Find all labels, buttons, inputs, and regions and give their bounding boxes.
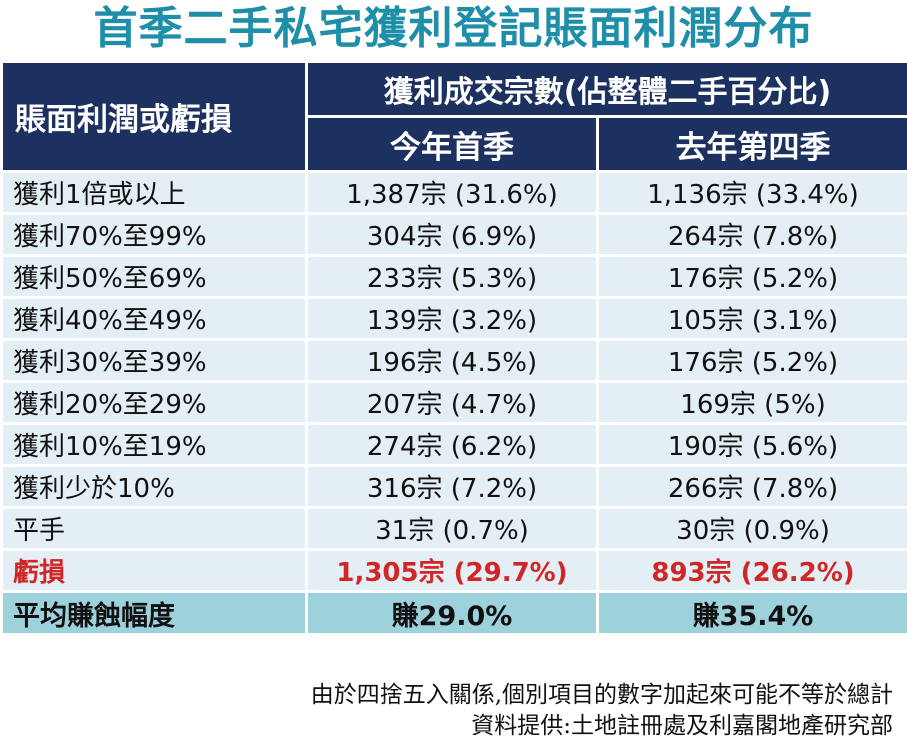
table-row: 獲利30%至39% 196宗 (4.5%) 176宗 (5.2%) (0, 338, 907, 383)
this-quarter-value: 31宗 (0.7%) (305, 506, 599, 551)
table-row: 獲利50%至69% 233宗 (5.3%) 176宗 (5.2%) (0, 254, 907, 299)
loss-row: 虧損 1,305宗 (29.7%) 893宗 (26.2%) (0, 548, 907, 593)
this-quarter-value: 1,305宗 (29.7%) (305, 548, 599, 593)
rounding-note: 由於四捨五入關係,個別項目的數字加起來可能不等於總計 (310, 682, 893, 708)
page-title: 首季二手私宅獲利登記賬面利潤分布 (93, 3, 814, 54)
last-quarter-value: 266宗 (7.8%) (595, 464, 907, 509)
table-row: 獲利40%至49% 139宗 (3.2%) 105宗 (3.1%) (0, 296, 907, 341)
last-quarter-value: 1,136宗 (33.4%) (595, 170, 907, 215)
profit-distribution-table: 賬面利潤或虧損 獲利成交宗數(佔整體二手百分比) 今年首季 去年第四季 獲利1倍… (0, 60, 907, 636)
this-quarter-value: 1,387宗 (31.6%) (305, 170, 599, 215)
header-group-label: 獲利成交宗數(佔整體二手百分比) (304, 60, 907, 118)
last-quarter-value: 176宗 (5.2%) (595, 338, 907, 383)
table-row: 獲利1倍或以上 1,387宗 (31.6%) 1,136宗 (33.4%) (0, 170, 907, 215)
source-note: 資料提供:土地註冊處及利嘉閣地產研究部 (471, 713, 893, 739)
last-quarter-value: 190宗 (5.6%) (595, 422, 907, 467)
this-quarter-value: 304宗 (6.9%) (305, 212, 599, 257)
table-row: 獲利20%至29% 207宗 (4.7%) 169宗 (5%) (0, 380, 907, 425)
this-quarter-value: 196宗 (4.5%) (305, 338, 599, 383)
table-row: 平手 31宗 (0.7%) 30宗 (0.9%) (0, 506, 907, 551)
last-quarter-value: 176宗 (5.2%) (595, 254, 907, 299)
row-label: 平均賺蝕幅度 (0, 590, 308, 636)
row-label: 獲利30%至39% (0, 338, 308, 383)
this-quarter-value: 233宗 (5.3%) (305, 254, 599, 299)
this-quarter-value: 207宗 (4.7%) (305, 380, 599, 425)
this-quarter-value: 316宗 (7.2%) (305, 464, 599, 509)
table-row: 獲利少於10% 316宗 (7.2%) 266宗 (7.8%) (0, 464, 907, 509)
last-quarter-value: 30宗 (0.9%) (595, 506, 907, 551)
row-label: 獲利40%至49% (0, 296, 308, 341)
table-row: 獲利70%至99% 304宗 (6.9%) 264宗 (7.8%) (0, 212, 907, 257)
last-quarter-value: 264宗 (7.8%) (595, 212, 907, 257)
table-row: 獲利10%至19% 274宗 (6.2%) 190宗 (5.6%) (0, 422, 907, 467)
header-row-label: 賬面利潤或虧損 (0, 60, 308, 173)
average-margin-row: 平均賺蝕幅度 賺29.0% 賺35.4% (0, 590, 907, 636)
row-label: 獲利20%至29% (0, 380, 308, 425)
row-label: 獲利10%至19% (0, 422, 308, 467)
header-col-this-quarter: 今年首季 (305, 115, 599, 173)
footnotes: 由於四捨五入關係,個別項目的數字加起來可能不等於總計 資料提供:土地註冊處及利嘉… (311, 680, 893, 742)
row-label: 獲利少於10% (0, 464, 308, 509)
last-quarter-value: 賺35.4% (595, 590, 907, 636)
last-quarter-value: 893宗 (26.2%) (595, 548, 907, 593)
this-quarter-value: 139宗 (3.2%) (305, 296, 599, 341)
last-quarter-value: 169宗 (5%) (595, 380, 907, 425)
row-label: 獲利50%至69% (0, 254, 308, 299)
last-quarter-value: 105宗 (3.1%) (595, 296, 907, 341)
row-label: 獲利1倍或以上 (0, 170, 308, 215)
table-body: 獲利1倍或以上 1,387宗 (31.6%) 1,136宗 (33.4%) 獲利70%… (0, 170, 907, 636)
row-label: 平手 (0, 506, 308, 551)
this-quarter-value: 274宗 (6.2%) (305, 422, 599, 467)
row-label: 獲利70%至99% (0, 212, 308, 257)
this-quarter-value: 賺29.0% (305, 590, 599, 636)
header-col-last-quarter: 去年第四季 (595, 115, 907, 173)
row-label: 虧損 (0, 548, 308, 593)
